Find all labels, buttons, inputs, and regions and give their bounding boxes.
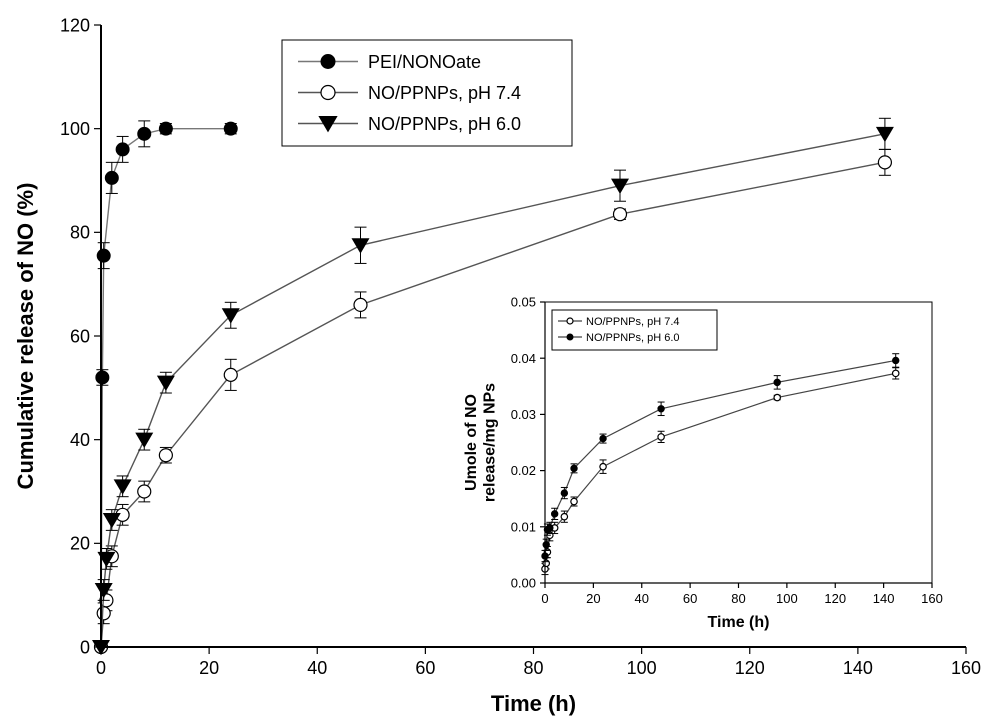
inset-x-tick-label: 20: [586, 591, 600, 606]
main-point-2-3: [102, 513, 121, 529]
inset-point-1-7: [599, 434, 607, 443]
main-x-tick-label: 160: [951, 658, 981, 678]
inset-legend: NO/PPNPs, pH 7.4 NO/PPNPs, pH 6.0: [551, 309, 718, 351]
main-point-1-7: [223, 367, 238, 382]
inset-point-0-1: [542, 559, 551, 568]
main-point-2-10: [875, 126, 894, 143]
main-point-1-8: [353, 297, 368, 312]
main-point-1-5: [137, 484, 152, 499]
inset-point-0-6: [570, 497, 578, 506]
main-legend-label: PEI/NONOate: [368, 52, 481, 72]
main-point-0-3: [104, 170, 119, 185]
main-point-1-10: [877, 155, 893, 170]
inset-x-tick-label: 80: [731, 591, 745, 606]
inset-plot: 0 20 40 60 80 100 120 140 160 0.00 0.01 0.02 0.03 0.0…: [463, 295, 943, 631]
inset-y-tick-label: 0.03: [511, 407, 536, 422]
main-point-2-9: [611, 178, 629, 194]
main-plot: 0 20 40 60 80 100 120 140 160 0 20 40 60 80 100 120 Time…: [13, 15, 981, 716]
main-point-2-7: [221, 308, 240, 324]
main-x-tick-label: 100: [627, 658, 657, 678]
inset-point-1-5: [560, 489, 569, 497]
inset-y-axis-title-line: Umole of NO: [463, 394, 480, 491]
main-y-tick-label: 120: [60, 15, 90, 35]
main-point-2-4: [113, 479, 132, 495]
inset-y-axis-title: Umole of NOrelease/mg NPs: [463, 383, 498, 502]
inset-point-1-1: [542, 541, 550, 549]
main-y-axis-title: Cumulative release of NO (%): [13, 183, 38, 490]
inset-point-1-8: [657, 405, 665, 413]
inset-legend-marker: [566, 317, 574, 325]
main-series-0: [94, 120, 238, 654]
main-y-tick-label: 40: [70, 430, 90, 450]
inset-y-axis-title-line: release/mg NPs: [481, 383, 498, 502]
main-point-0-4: [115, 142, 130, 157]
inset-x-tick-label: 120: [824, 591, 846, 606]
main-x-tick-label: 20: [199, 658, 219, 678]
inset-point-1-10: [892, 356, 900, 365]
inset-point-0-5: [560, 512, 569, 521]
main-y-tick-label: 0: [80, 637, 90, 657]
main-point-1-9: [612, 207, 628, 222]
main-legend-label: NO/PPNPs, pH 6.0: [368, 114, 521, 134]
main-x-tick-label: 0: [96, 658, 106, 678]
inset-legend-label: NO/PPNPs, pH 7.4: [586, 316, 680, 328]
inset-series-1: [541, 353, 900, 563]
main-point-1-1: [96, 606, 111, 621]
inset-x-tick-label: 60: [683, 591, 697, 606]
inset-y-tick-label: 0.05: [511, 295, 536, 310]
main-point-0-2: [96, 248, 111, 263]
main-legend-marker: [320, 84, 336, 101]
main-x-tick-label: 120: [735, 658, 765, 678]
main-point-0-1: [95, 370, 110, 385]
inset-point-1-4: [550, 510, 559, 518]
main-y-tick-label: 80: [70, 223, 90, 243]
main-point-2-2: [97, 551, 116, 568]
main-x-tick-label: 80: [523, 658, 543, 678]
main-x-tick-label: 60: [415, 658, 435, 678]
main-point-0-7: [223, 121, 238, 136]
main-y-tick-label: 100: [60, 119, 90, 139]
inset-x-tick-label: 0: [541, 591, 548, 606]
inset-y-tick-label: 0.01: [511, 519, 536, 534]
inset-x-tick-label: 40: [635, 591, 649, 606]
inset-point-0-9: [773, 393, 782, 402]
main-point-2-8: [351, 238, 370, 254]
main-point-2-1: [94, 582, 113, 599]
main-point-0-5: [137, 126, 152, 141]
main-point-2-5: [135, 432, 154, 448]
main-legend-label: NO/PPNPs, pH 7.4: [368, 83, 521, 103]
inset-legend-box: [551, 309, 718, 351]
inset-legend-marker: [566, 333, 574, 341]
inset-point-0-10: [891, 369, 900, 378]
inset-x-axis-title: Time (h): [708, 614, 770, 631]
main-x-tick-label: 140: [843, 658, 873, 678]
inset-point-1-3: [546, 524, 554, 532]
main-point-0-6: [158, 121, 173, 136]
main-legend: PEI/NONOate NO/PPNPs, pH 7.4 NO/PPNPs, pH …: [281, 39, 573, 147]
inset-point-0-7: [599, 462, 607, 471]
main-x-axis-title: Time (h): [491, 691, 576, 716]
main-y-tick-label: 20: [70, 534, 90, 554]
inset-point-0-8: [657, 433, 665, 441]
inset-point-1-9: [773, 378, 781, 387]
inset-point-1-6: [570, 464, 578, 473]
main-y-tick-label: 60: [70, 326, 90, 346]
main-series-2: [92, 117, 894, 656]
main-point-2-6: [156, 375, 175, 391]
inset-legend-label: NO/PPNPs, pH 6.0: [586, 332, 680, 344]
inset-y-tick-label: 0.02: [511, 463, 536, 478]
main-point-1-6: [158, 448, 173, 463]
main-legend-marker: [318, 116, 338, 133]
inset-x-tick-label: 100: [776, 591, 798, 606]
inset-y-tick-label: 0.04: [511, 351, 536, 366]
inset-y-tick-label: 0.00: [511, 576, 536, 591]
main-x-tick-label: 40: [307, 658, 327, 678]
inset-x-tick-label: 160: [921, 591, 943, 606]
main-legend-marker: [320, 54, 336, 69]
inset-x-tick-label: 140: [873, 591, 895, 606]
